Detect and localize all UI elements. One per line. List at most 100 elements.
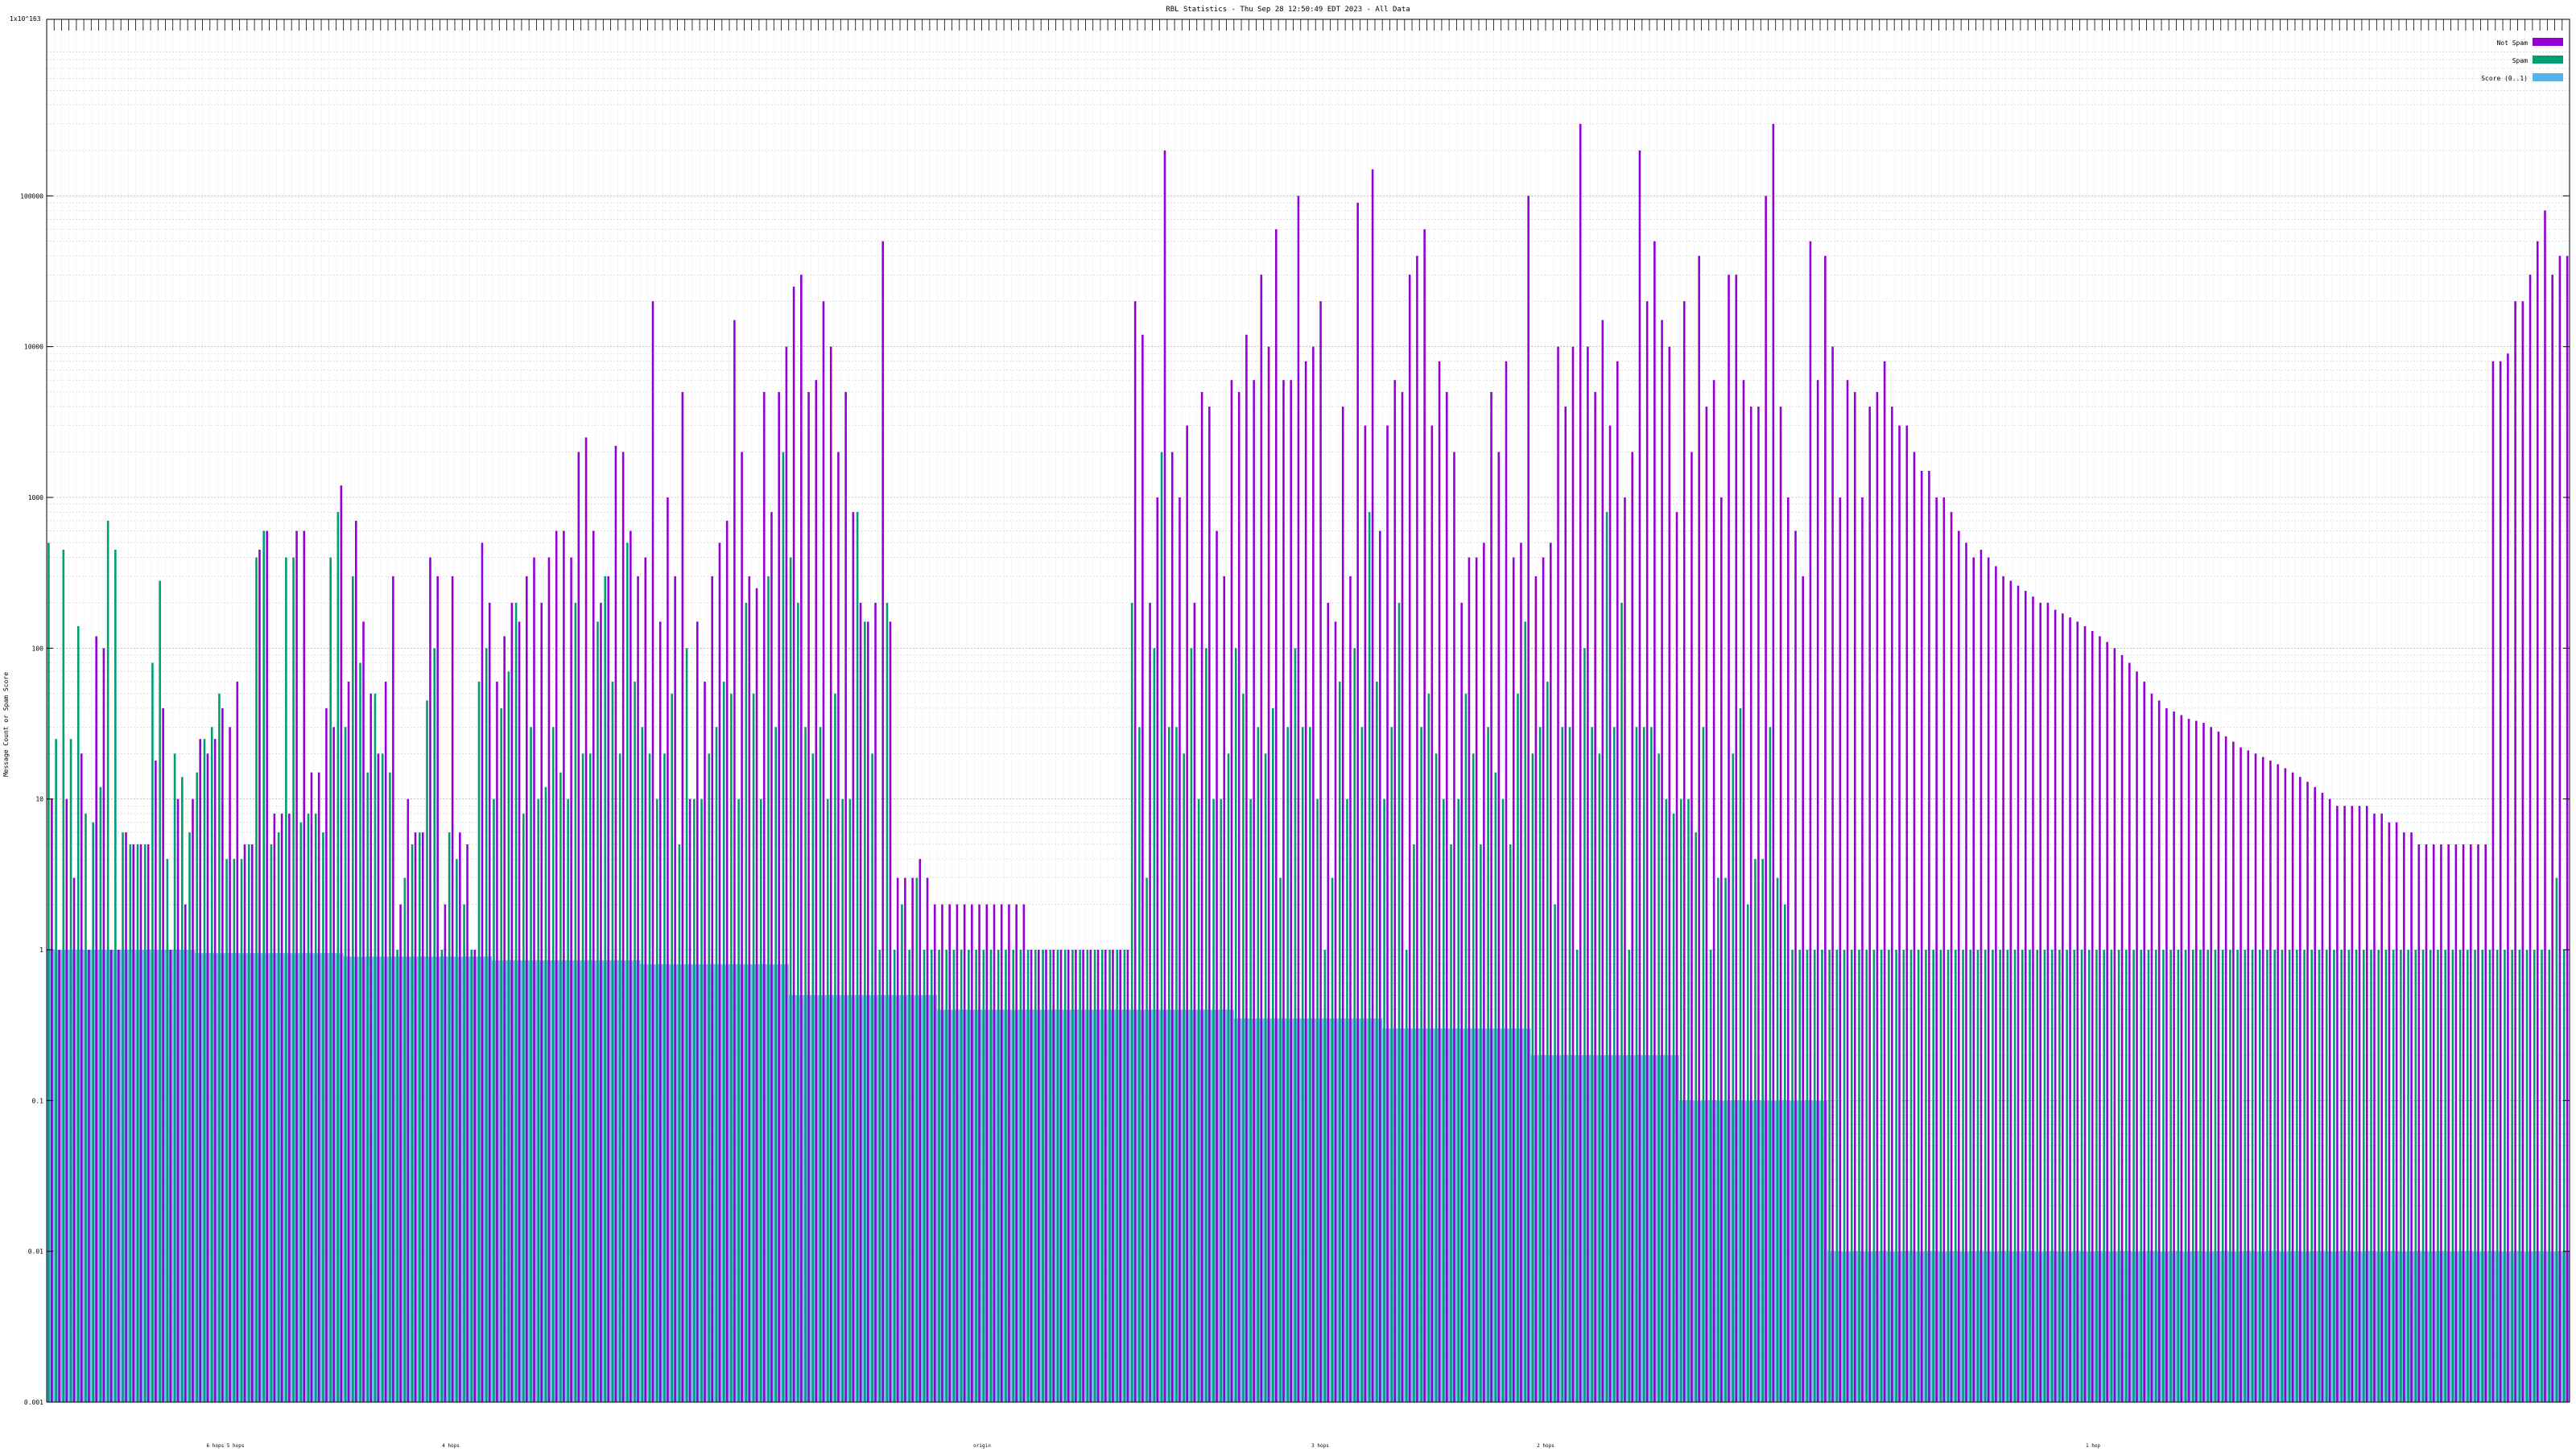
spam-bar (1183, 753, 1185, 1402)
not-spam-bar (1356, 202, 1359, 1402)
score-bar (1724, 1100, 1732, 1402)
score-bar (172, 950, 180, 1402)
score-bar (1055, 1009, 1063, 1402)
not-spam-bar (926, 877, 929, 1402)
spam-bar (2066, 950, 2068, 1402)
score-bar (283, 953, 292, 1402)
score-bar (721, 964, 730, 1402)
score-bar (1397, 1028, 1405, 1402)
spam-bar (2050, 950, 2054, 1402)
spam-bar (856, 512, 859, 1402)
not-spam-bar (592, 530, 595, 1402)
spam-bar (218, 693, 221, 1402)
score-bar (2347, 1251, 2355, 1402)
spam-bar (1487, 727, 1489, 1402)
score-bar (1219, 1009, 1227, 1402)
score-bar (1924, 1251, 1932, 1402)
score-bar (165, 950, 173, 1402)
not-spam-bar (1645, 301, 1649, 1403)
score-bar (788, 995, 796, 1402)
score-bar (440, 956, 448, 1402)
spam-bar (1167, 727, 1170, 1402)
not-spam-bar (807, 392, 810, 1403)
spam-bar (307, 813, 310, 1402)
not-spam-bar (481, 542, 484, 1402)
spam-bar (2207, 950, 2210, 1402)
not-spam-bar (1913, 452, 1916, 1402)
not-spam-bar (607, 575, 609, 1402)
spam-bar (945, 950, 948, 1402)
score-bar (1263, 1018, 1271, 1402)
score-bar (2406, 1251, 2414, 1402)
not-spam-bar (243, 844, 246, 1402)
spam-bar (878, 950, 881, 1402)
not-spam-bar (1705, 406, 1708, 1402)
not-spam-bar (266, 530, 268, 1402)
spam-bar (567, 798, 569, 1402)
score-bar (2005, 1251, 2013, 1402)
score-bar (2124, 1251, 2132, 1402)
score-bar (1166, 1009, 1175, 1402)
spam-bar (2533, 950, 2536, 1402)
score-bar (454, 956, 463, 1402)
spam-bar (1628, 950, 1631, 1402)
score-bar (2369, 1251, 2377, 1402)
not-spam-bar (384, 681, 387, 1402)
not-spam-bar (1965, 542, 1967, 1402)
not-spam-bar (1163, 150, 1166, 1402)
spam-bar (1063, 950, 1067, 1402)
not-spam-bar (1972, 557, 1975, 1403)
score-bar (246, 953, 255, 1402)
spam-bar (1962, 950, 1964, 1402)
score-bar (1671, 1054, 1679, 1402)
not-spam-bar (2009, 580, 2013, 1402)
spam-bar (968, 950, 970, 1402)
score-bar (68, 950, 76, 1402)
score-bar (2562, 1251, 2570, 1402)
score-bar (1842, 1251, 1850, 1402)
spam-bar (1791, 950, 1794, 1402)
score-bar (818, 995, 826, 1402)
spam-bar (1598, 753, 1601, 1402)
not-spam-bar (2544, 210, 2546, 1403)
not-spam-bar (2306, 782, 2309, 1402)
not-spam-bar (1364, 425, 1367, 1402)
not-spam-bar (874, 602, 877, 1402)
score-bar (840, 995, 848, 1402)
score-bar (885, 995, 893, 1402)
score-bar (1145, 1009, 1153, 1402)
spam-bar (1197, 798, 1200, 1402)
not-spam-bar (1728, 274, 1730, 1403)
not-spam-bar (2247, 750, 2250, 1402)
spam-bar (2511, 950, 2513, 1402)
spam-bar (1397, 602, 1401, 1402)
spam-bar (1895, 950, 1897, 1402)
not-spam-bar (748, 575, 751, 1402)
spam-bar (1153, 648, 1156, 1402)
not-spam-bar (704, 681, 706, 1402)
not-spam-bar (1327, 602, 1330, 1402)
spam-bar (1821, 950, 1823, 1402)
spam-bar (1984, 950, 1987, 1402)
score-bar (54, 950, 62, 1402)
not-spam-bar (2403, 832, 2405, 1402)
score-bar (2532, 1251, 2541, 1402)
score-bar (1567, 1054, 1575, 1402)
y-tick-label: 10 (35, 796, 43, 803)
spam-bar (1679, 798, 1682, 1402)
spam-bar (1108, 950, 1111, 1402)
spam-bar (901, 904, 903, 1402)
spam-bar (708, 753, 711, 1402)
spam-bar (826, 798, 829, 1402)
legend-swatch (2533, 38, 2563, 46)
not-spam-bar (95, 636, 97, 1402)
not-spam-bar (155, 760, 157, 1402)
score-bar (959, 1009, 967, 1402)
not-spam-bar (1045, 950, 1047, 1402)
not-spam-bar (1520, 542, 1522, 1402)
not-spam-bar (963, 904, 966, 1402)
legend-label: Not Spam (2496, 39, 2528, 47)
spam-bar (574, 602, 577, 1402)
score-bar (1508, 1028, 1517, 1402)
score-bar (1315, 1018, 1323, 1402)
